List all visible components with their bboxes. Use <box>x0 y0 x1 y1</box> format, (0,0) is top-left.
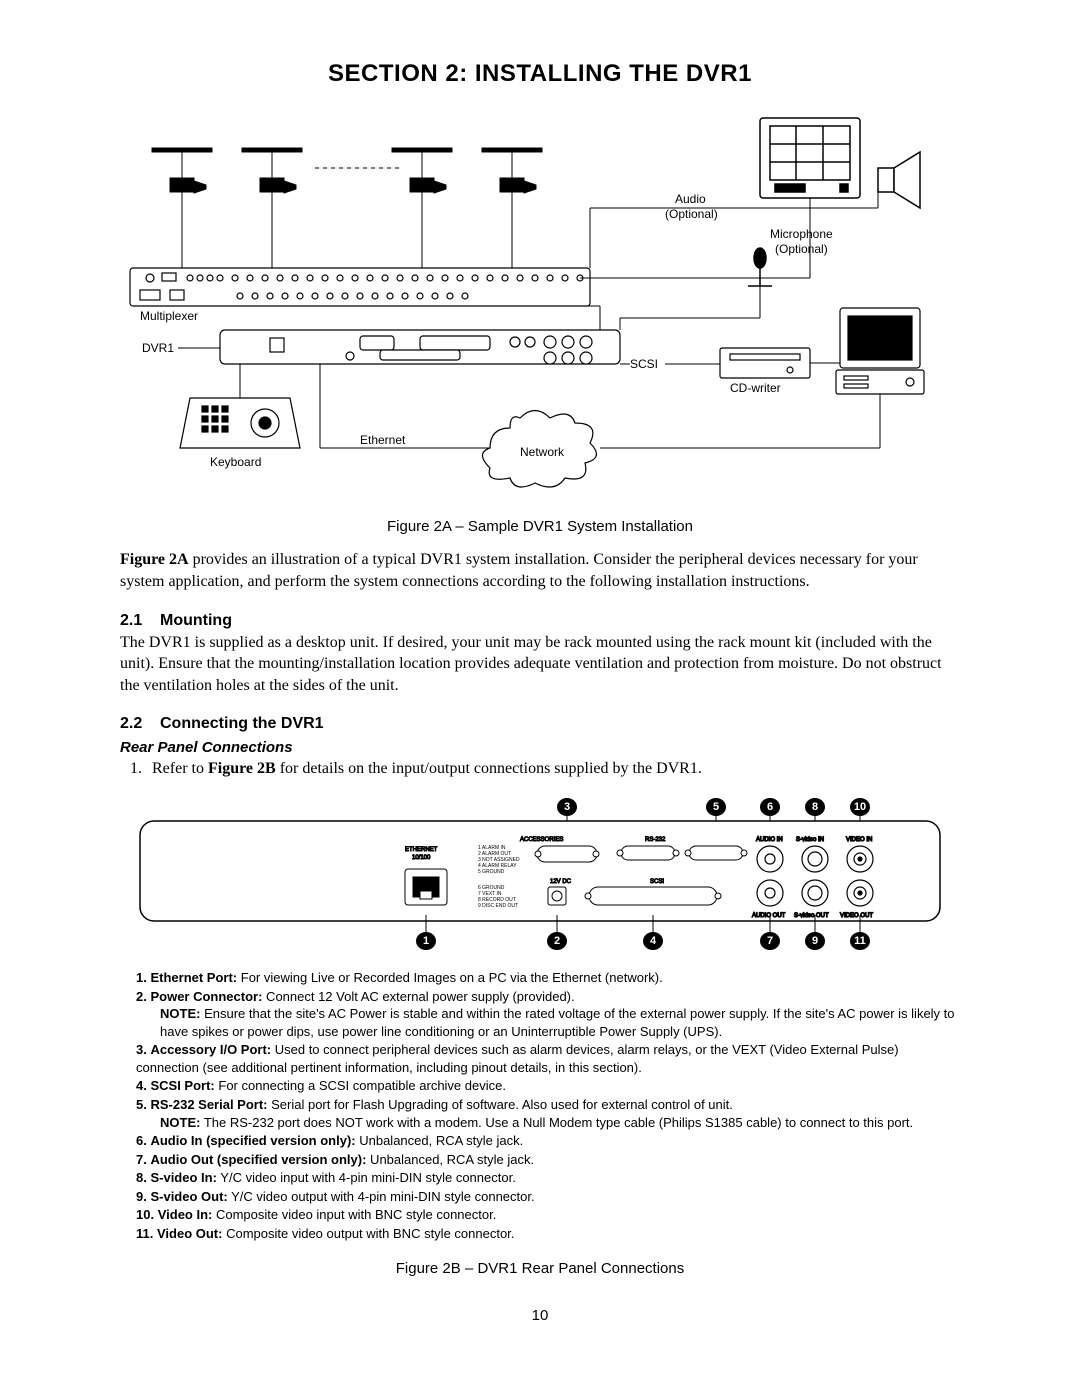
label-audio: Audio <box>675 192 706 206</box>
definition-item: 9. S-video Out: Y/C video output with 4-… <box>136 1188 960 1206</box>
svg-text:7: 7 <box>767 935 773 947</box>
svg-text:(Optional): (Optional) <box>665 207 718 221</box>
svg-text:9 DISC END OUT: 9 DISC END OUT <box>478 903 518 909</box>
page-number: 10 <box>120 1307 960 1324</box>
manual-page: SECTION 2: INSTALLING THE DVR1 <box>0 0 1080 1364</box>
label-microphone: Microphone <box>770 227 833 241</box>
definition-item: 11. Video Out: Composite video output wi… <box>136 1225 960 1243</box>
intro-paragraph: Figure 2A provides an illustration of a … <box>120 549 960 592</box>
svg-text:9: 9 <box>812 935 818 947</box>
port-scsi-label: SCSI <box>650 879 664 885</box>
definition-item: 7. Audio Out (specified version only): U… <box>136 1151 960 1169</box>
section-2-1: 2.1Mounting The DVR1 is supplied as a de… <box>120 610 960 696</box>
figure-2a-caption: Figure 2A – Sample DVR1 System Installat… <box>120 518 960 535</box>
label-dvr1: DVR1 <box>142 341 174 355</box>
svg-text:(Optional): (Optional) <box>775 242 828 256</box>
port-svideo-out-label: S-video OUT <box>794 913 829 919</box>
label-cdwriter: CD-writer <box>730 381 781 395</box>
label-ethernet: Ethernet <box>360 433 406 447</box>
svg-text:2: 2 <box>554 935 560 947</box>
port-power-label: 12V DC <box>550 879 572 885</box>
label-keyboard: Keyboard <box>210 455 261 469</box>
svg-text:8: 8 <box>812 801 818 813</box>
figure-2b-caption: Figure 2B – DVR1 Rear Panel Connections <box>120 1260 960 1277</box>
label-multiplexer: Multiplexer <box>140 309 198 323</box>
port-video-out-label: VIDEO OUT <box>840 913 873 919</box>
svg-text:10: 10 <box>854 801 866 813</box>
section-title: SECTION 2: INSTALLING THE DVR1 <box>120 60 960 88</box>
port-audio-out-label: AUDIO OUT <box>752 913 786 919</box>
definition-item: 8. S-video In: Y/C video input with 4-pi… <box>136 1169 960 1187</box>
port-svideo-in-label: S-video IN <box>796 837 824 843</box>
svg-text:3: 3 <box>564 801 570 813</box>
definition-item: 2. Power Connector: Connect 12 Volt AC e… <box>136 988 960 1041</box>
definition-item: 6. Audio In (specified version only): Un… <box>136 1132 960 1150</box>
step-list: Refer to Figure 2B for details on the in… <box>120 758 960 780</box>
port-accessories-label: ACCESSORIES <box>520 837 563 843</box>
section-2-2: 2.2Connecting the DVR1 Rear Panel Connec… <box>120 715 960 780</box>
label-network: Network <box>520 445 565 459</box>
definition-item: 3. Accessory I/O Port: Used to connect p… <box>136 1041 960 1076</box>
port-ethernet-label: ETHERNET <box>405 847 438 853</box>
rear-panel-definitions: 1. Ethernet Port: For viewing Live or Re… <box>136 969 960 1242</box>
port-video-in-label: VIDEO IN <box>846 837 872 843</box>
svg-text:6: 6 <box>767 801 773 813</box>
port-rs232-label: RS-232 <box>645 837 666 843</box>
svg-text:1: 1 <box>423 935 429 947</box>
svg-text:5 GROUND: 5 GROUND <box>478 869 505 875</box>
definition-item: 4. SCSI Port: For connecting a SCSI comp… <box>136 1077 960 1095</box>
figure-2a: Audio (Optional) Microphone (Optional) <box>120 108 960 508</box>
port-audio-in-label: AUDIO IN <box>756 837 783 843</box>
definition-item: 5. RS-232 Serial Port: Serial port for F… <box>136 1096 960 1131</box>
rear-panel-title: Rear Panel Connections <box>120 739 960 756</box>
figure-2b: 356810 ETHERNET 10/100 ACCESSORIES 1 ALA… <box>120 791 960 961</box>
svg-text:5: 5 <box>713 801 719 813</box>
svg-text:4: 4 <box>650 935 657 947</box>
definition-item: 10. Video In: Composite video input with… <box>136 1206 960 1224</box>
label-scsi: SCSI <box>630 357 658 371</box>
svg-text:10/100: 10/100 <box>412 855 431 861</box>
svg-text:11: 11 <box>854 935 866 947</box>
definition-item: 1. Ethernet Port: For viewing Live or Re… <box>136 969 960 987</box>
